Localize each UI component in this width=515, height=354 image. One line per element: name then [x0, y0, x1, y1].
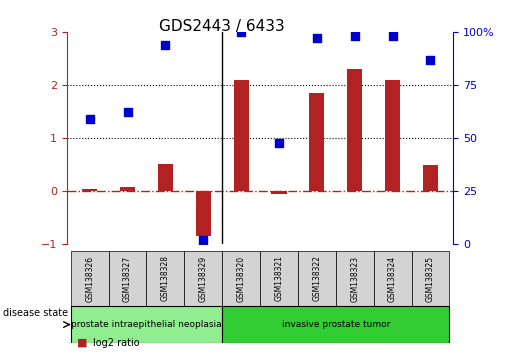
- Bar: [196, 191, 211, 236]
- Text: GSM138325: GSM138325: [426, 255, 435, 302]
- Text: log2 ratio: log2 ratio: [93, 338, 140, 348]
- Bar: [158, 164, 173, 191]
- Text: GSM138327: GSM138327: [123, 255, 132, 302]
- Bar: [271, 191, 286, 194]
- FancyBboxPatch shape: [71, 251, 109, 306]
- Text: GSM138323: GSM138323: [350, 255, 359, 302]
- FancyBboxPatch shape: [260, 251, 298, 306]
- Text: invasive prostate tumor: invasive prostate tumor: [282, 320, 390, 329]
- FancyBboxPatch shape: [146, 251, 184, 306]
- Text: GSM138322: GSM138322: [313, 256, 321, 302]
- Text: GDS2443 / 6433: GDS2443 / 6433: [159, 19, 284, 34]
- FancyBboxPatch shape: [411, 251, 450, 306]
- Bar: [385, 80, 400, 191]
- Point: [85, 116, 94, 122]
- FancyBboxPatch shape: [71, 306, 222, 343]
- Point: [275, 141, 283, 146]
- Text: disease state: disease state: [3, 308, 67, 318]
- FancyBboxPatch shape: [109, 251, 146, 306]
- Text: prostate intraepithelial neoplasia: prostate intraepithelial neoplasia: [71, 320, 222, 329]
- Text: ■: ■: [77, 338, 88, 348]
- Point: [199, 237, 208, 243]
- Text: GSM138320: GSM138320: [236, 255, 246, 302]
- Text: GSM138324: GSM138324: [388, 255, 397, 302]
- FancyBboxPatch shape: [184, 251, 222, 306]
- Text: GSM138326: GSM138326: [85, 255, 94, 302]
- Point: [237, 29, 245, 35]
- Point: [313, 35, 321, 41]
- Bar: [120, 187, 135, 191]
- FancyBboxPatch shape: [298, 251, 336, 306]
- Point: [161, 42, 169, 48]
- Text: GSM138329: GSM138329: [199, 255, 208, 302]
- FancyBboxPatch shape: [336, 251, 374, 306]
- Bar: [310, 93, 324, 191]
- FancyBboxPatch shape: [222, 306, 450, 343]
- Bar: [234, 80, 249, 191]
- FancyBboxPatch shape: [222, 251, 260, 306]
- Point: [124, 109, 132, 114]
- Text: GSM138328: GSM138328: [161, 256, 170, 302]
- Bar: [423, 165, 438, 191]
- Point: [388, 33, 397, 39]
- FancyBboxPatch shape: [374, 251, 411, 306]
- Bar: [347, 69, 363, 191]
- Text: GSM138321: GSM138321: [274, 256, 284, 302]
- Point: [351, 33, 359, 39]
- Bar: [82, 188, 97, 191]
- Point: [426, 57, 435, 63]
